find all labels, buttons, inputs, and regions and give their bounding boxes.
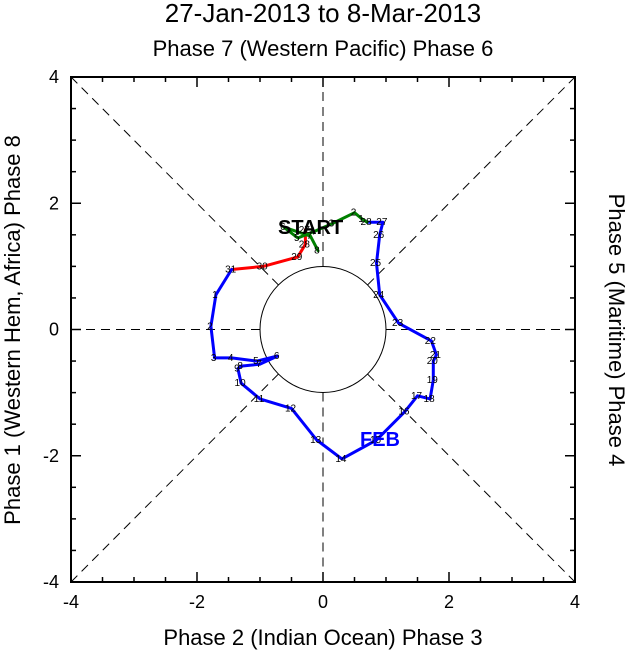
day-label: 15 <box>370 435 382 446</box>
day-label: 4 <box>310 227 316 238</box>
y-tick-label: 0 <box>49 320 59 340</box>
series-line-january <box>230 228 307 271</box>
x-tick-label: 2 <box>444 592 454 612</box>
series-line-march <box>282 211 369 253</box>
day-label: 28 <box>361 217 373 228</box>
day-label: 16 <box>398 407 410 418</box>
day-label: 24 <box>373 290 385 301</box>
day-label: 5 <box>253 356 259 367</box>
y-tick-label: -4 <box>43 572 59 592</box>
day-label: 9 <box>234 364 240 375</box>
day-label: 25 <box>370 258 382 269</box>
y-tick-label: -2 <box>43 446 59 466</box>
day-label: 13 <box>310 435 322 446</box>
day-label: 30 <box>257 261 269 272</box>
right-phase-label: Phase 5 (Maritime) Phase 4 <box>604 194 628 467</box>
day-label: 2 <box>207 321 213 332</box>
day-label: 10 <box>235 378 247 389</box>
day-label: 29 <box>291 252 303 263</box>
day-label: 5 <box>294 233 300 244</box>
chart-title: 27-Jan-2013 to 8-Mar-2013 <box>165 0 482 28</box>
y-tick-label: 2 <box>49 193 59 213</box>
day-label: 14 <box>335 454 347 465</box>
day-label: 23 <box>392 318 404 329</box>
divider-top-right <box>367 76 576 286</box>
day-label: 4 <box>228 353 234 364</box>
day-label: 8 <box>314 246 320 257</box>
day-label: 11 <box>254 394 265 405</box>
day-label: 17 <box>411 391 423 402</box>
bottom-phase-label: Phase 2 (Indian Ocean) Phase 3 <box>163 625 482 650</box>
day-label: 3 <box>211 353 217 364</box>
day-label: 3 <box>329 218 335 229</box>
day-label: 27 <box>299 225 311 236</box>
day-label: 20 <box>427 356 439 367</box>
day-label: 26 <box>373 230 385 241</box>
month-label-feb: FEB <box>360 429 400 451</box>
day-label: 19 <box>427 375 439 386</box>
day-label: 8 <box>237 361 243 372</box>
x-tick-label: -2 <box>189 592 205 612</box>
top-phase-label: Phase 7 (Western Pacific) Phase 6 <box>153 36 494 61</box>
unit-circle <box>259 266 387 393</box>
start-label: START <box>278 217 343 239</box>
day-label: 12 <box>285 403 297 414</box>
x-tick-label: 0 <box>318 592 328 612</box>
day-label: 7 <box>256 359 262 370</box>
day-label: 22 <box>425 336 437 347</box>
left-phase-label: Phase 1 (Western Hem, Africa) Phase 8 <box>0 135 25 525</box>
phase-guides <box>70 76 576 583</box>
day-label: 7 <box>307 231 313 242</box>
day-label: 18 <box>424 394 436 405</box>
day-label: 6 <box>274 351 280 362</box>
day-label: 21 <box>430 350 442 361</box>
divider-bottom-left <box>70 373 279 583</box>
day-label: 31 <box>225 265 237 276</box>
series-line-february <box>209 220 438 461</box>
day-label: 1 <box>358 214 364 225</box>
divider-bottom-right <box>367 373 576 583</box>
day-label: 6 <box>280 222 286 233</box>
x-tick-label: 4 <box>570 592 580 612</box>
day-label: 2 <box>351 208 357 219</box>
day-label: 28 <box>299 239 311 250</box>
divider-top-left <box>70 76 279 286</box>
day-label: 1 <box>212 290 218 301</box>
series-group <box>209 211 438 461</box>
day-label: 27 <box>376 217 388 228</box>
x-tick-label: -4 <box>63 592 79 612</box>
y-tick-label: 4 <box>49 67 59 87</box>
